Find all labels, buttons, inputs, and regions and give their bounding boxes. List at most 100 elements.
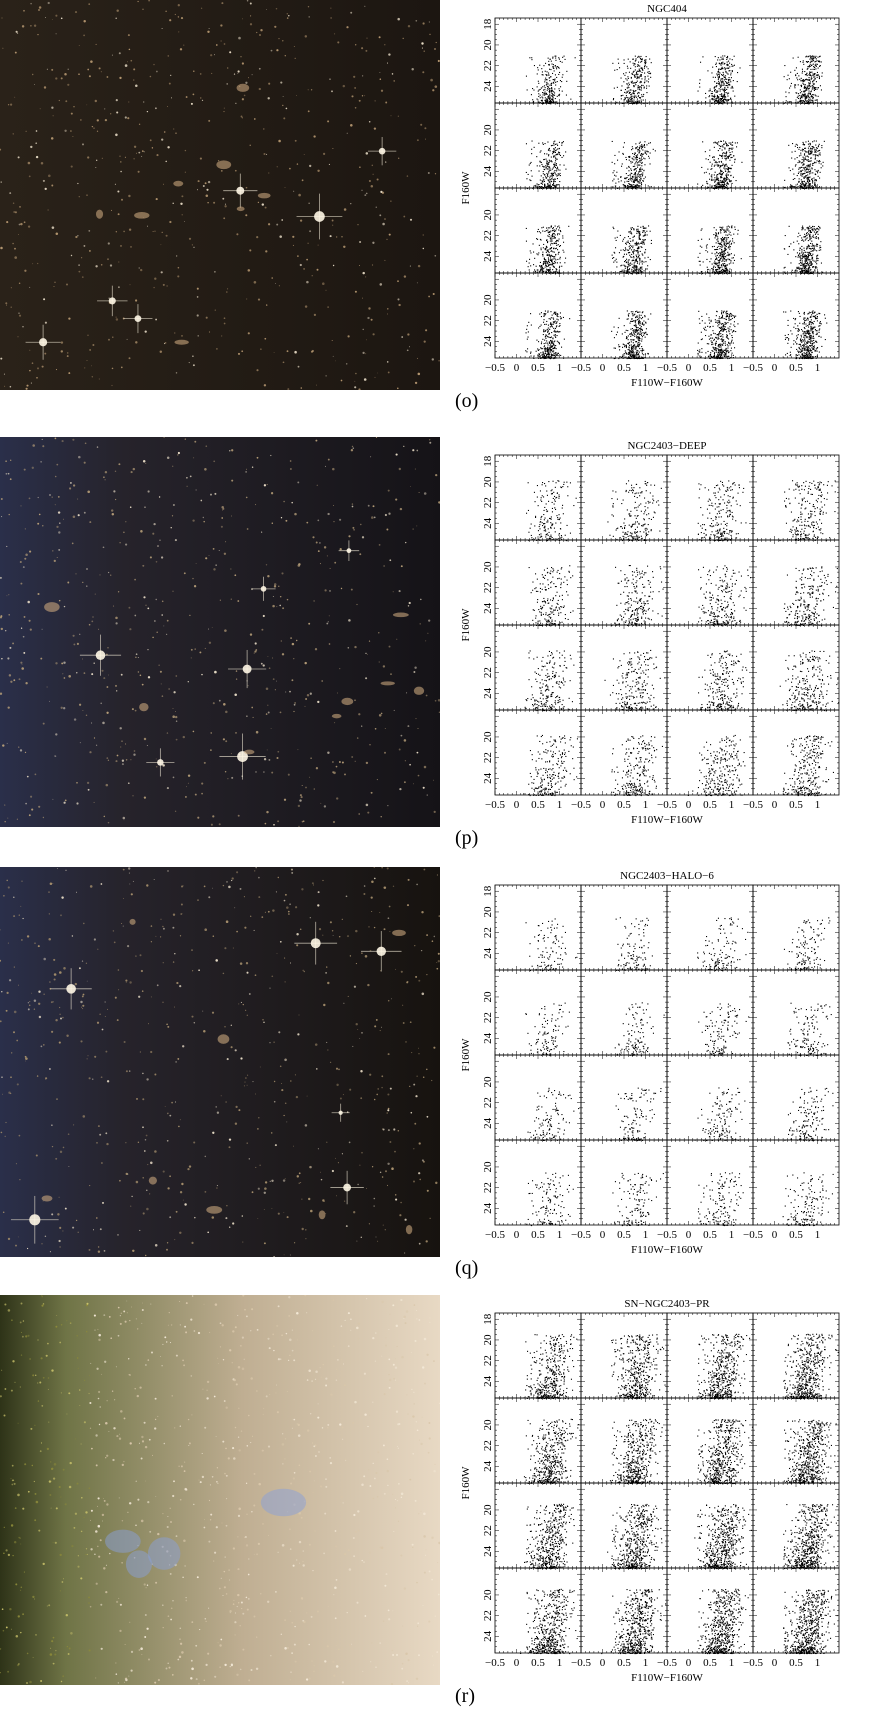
cmd-star xyxy=(808,233,809,234)
cmd-star xyxy=(725,357,726,358)
cmd-star xyxy=(627,101,628,102)
cmd-star xyxy=(734,227,735,228)
cmd-star xyxy=(639,328,640,329)
cmd-star xyxy=(621,85,622,86)
cmd-star xyxy=(623,344,624,345)
cmd-star xyxy=(546,252,547,253)
cmd-star xyxy=(724,259,725,260)
cmd-star xyxy=(809,259,810,260)
cmd-star xyxy=(712,269,713,270)
cmd-star xyxy=(637,261,638,262)
cmd-star xyxy=(723,264,724,265)
cmd-star xyxy=(548,311,549,312)
cmd-star xyxy=(735,142,736,143)
cmd-star xyxy=(713,266,714,267)
cmd-star xyxy=(552,185,553,186)
cmd-star xyxy=(817,172,818,173)
cmd-star xyxy=(730,343,731,344)
cmd-star xyxy=(800,174,801,175)
cmd-star xyxy=(545,165,546,166)
cmd-star xyxy=(559,142,560,143)
cmd-star xyxy=(715,172,716,173)
cmd-star xyxy=(632,247,633,248)
cmd-star xyxy=(634,271,635,272)
cmd-star xyxy=(619,252,620,253)
cmd-star xyxy=(552,264,553,265)
cmd-star xyxy=(811,160,812,161)
cmd-star xyxy=(639,143,640,144)
cmd-star xyxy=(631,97,632,98)
galaxy-blob xyxy=(237,207,245,212)
cmd-star xyxy=(636,255,637,256)
cmd-star xyxy=(721,65,722,66)
cmd-star xyxy=(632,339,633,340)
cmd-star xyxy=(552,176,553,177)
cmd-star xyxy=(649,158,650,159)
cmd-star xyxy=(732,151,733,152)
cmd-star xyxy=(548,344,549,345)
cmd-star xyxy=(546,160,547,161)
cmd-star xyxy=(808,74,809,75)
cmd-star xyxy=(559,148,560,149)
cmd-star xyxy=(722,145,723,146)
cmd-star xyxy=(546,324,547,325)
cmd-star xyxy=(719,76,720,77)
cmd-star xyxy=(530,163,531,164)
cmd-star xyxy=(711,320,712,321)
cmd-star xyxy=(726,83,727,84)
cmd-star xyxy=(799,161,800,162)
cmd-star xyxy=(531,59,532,60)
cmd-star xyxy=(715,89,716,90)
cmd-star xyxy=(638,312,639,313)
cmd-star xyxy=(805,177,806,178)
cmd-star xyxy=(809,267,810,268)
cmd-star xyxy=(549,69,550,70)
cmd-star xyxy=(554,230,555,231)
cmd-star xyxy=(810,93,811,94)
cmd-star xyxy=(727,68,728,69)
cmd-star xyxy=(544,324,545,325)
cmd-star xyxy=(701,271,702,272)
cmd-star xyxy=(648,79,649,80)
cmd-star xyxy=(724,55,725,56)
cmd-star xyxy=(627,88,628,89)
cmd-star xyxy=(801,186,802,187)
cmd-points xyxy=(697,310,738,359)
cmd-star xyxy=(639,269,640,270)
cmd-star xyxy=(534,185,535,186)
cmd-star xyxy=(628,343,629,344)
cmd-star xyxy=(817,260,818,261)
cmd-star xyxy=(701,332,702,333)
cmd-star xyxy=(799,101,800,102)
cmd-star xyxy=(724,88,725,89)
cmd-star xyxy=(637,177,638,178)
cmd-star xyxy=(723,256,724,257)
cmd-star xyxy=(641,350,642,351)
cmd-star xyxy=(728,350,729,351)
cmd-star xyxy=(624,182,625,183)
cmd-star xyxy=(814,232,815,233)
cmd-star xyxy=(812,98,813,99)
cmd-star xyxy=(725,68,726,69)
cmd-star xyxy=(559,323,560,324)
cmd-star xyxy=(634,163,635,164)
cmd-star xyxy=(811,61,812,62)
cmd-star xyxy=(638,95,639,96)
cmd-star xyxy=(648,68,649,69)
cmd-star xyxy=(622,271,623,272)
cmd-star xyxy=(543,355,544,356)
cmd-star xyxy=(633,351,634,352)
cmd-star xyxy=(539,354,540,355)
cmd-star xyxy=(818,229,819,230)
cmd-star xyxy=(728,174,729,175)
cmd-star xyxy=(711,179,712,180)
cmd-star xyxy=(721,346,722,347)
cmd-star xyxy=(639,255,640,256)
cmd-star xyxy=(550,345,551,346)
cmd-star xyxy=(644,332,645,333)
cmd-star xyxy=(644,230,645,231)
cmd-star xyxy=(629,349,630,350)
cmd-star xyxy=(545,353,546,354)
cmd-star xyxy=(725,350,726,351)
cmd-star xyxy=(641,346,642,347)
